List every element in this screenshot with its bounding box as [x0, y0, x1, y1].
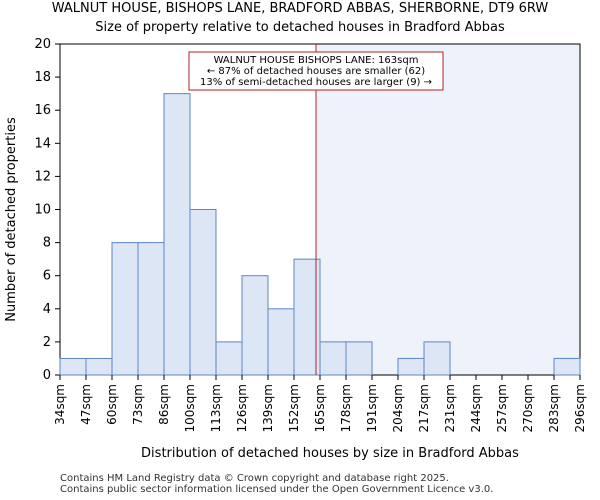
histogram-bar — [553, 357, 581, 376]
x-tick-label: 86sqm — [157, 384, 171, 425]
histogram-chart: 0 2 4 6 8 10 12 14 16 18 20 34sqm 47sqm 60sqm 73sqm 86s… — [4, 37, 587, 461]
x-tick-label: 191sqm — [365, 384, 379, 432]
histogram-bar — [163, 93, 191, 376]
x-tick-label: 283sqm — [547, 384, 561, 432]
annotation-box — [188, 51, 444, 91]
x-tick-label: 296sqm — [573, 384, 587, 432]
histogram-bar — [241, 275, 269, 376]
y-tick-label: 14 — [34, 136, 51, 151]
annotation-line: WALNUT HOUSE BISHOPS LANE: 163sqm — [214, 55, 419, 66]
histogram-bar — [267, 308, 295, 376]
footer-licence: Contains public sector information licen… — [60, 484, 494, 495]
x-axis-label: Distribution of detached houses by size … — [141, 446, 519, 461]
x-tick-label: 257sqm — [495, 384, 509, 432]
histogram-bar — [137, 242, 165, 376]
x-tick-label: 34sqm — [53, 384, 67, 425]
x-tick-label: 152sqm — [287, 384, 301, 432]
x-tick-label: 60sqm — [105, 384, 119, 425]
x-tick-label: 47sqm — [79, 384, 93, 425]
histogram-bar — [111, 242, 139, 376]
histogram-bar — [85, 357, 113, 376]
histogram-bar — [215, 341, 243, 376]
footer-copyright: Contains HM Land Registry data © Crown c… — [60, 473, 449, 484]
y-tick-label: 6 — [43, 269, 51, 284]
x-tick-label: 139sqm — [261, 384, 275, 432]
histogram-bar — [319, 341, 347, 376]
x-tick-label: 231sqm — [443, 384, 457, 432]
histogram-bar — [189, 209, 217, 376]
y-tick-label: 2 — [43, 335, 51, 350]
y-tick-label: 8 — [43, 236, 51, 251]
y-tick-label: 10 — [34, 203, 51, 218]
histogram-bar — [423, 341, 451, 376]
annotation-line: ← 87% of detached houses are smaller (62… — [207, 66, 425, 77]
y-tick-label: 20 — [34, 37, 51, 52]
chart-subtitle: Size of property relative to detached ho… — [95, 20, 505, 35]
chart-title: WALNUT HOUSE, BISHOPS LANE, BRADFORD ABB… — [51, 1, 549, 16]
x-tick-label: 217sqm — [417, 384, 431, 432]
x-tick-label: 165sqm — [313, 384, 327, 432]
y-tick-label: 12 — [34, 169, 51, 184]
x-tick-label: 73sqm — [131, 384, 145, 425]
annotation-line: 13% of semi-detached houses are larger (… — [200, 77, 432, 88]
histogram-bar — [397, 357, 425, 376]
y-axis-label: Number of detached properties — [4, 117, 19, 322]
x-tick-label: 244sqm — [469, 384, 483, 432]
y-tick-label: 16 — [34, 103, 51, 118]
histogram-bar — [345, 341, 373, 376]
y-tick-label: 18 — [34, 70, 51, 85]
shaded-larger-region — [316, 44, 580, 375]
x-tick-label: 100sqm — [183, 384, 197, 432]
x-tick-label: 113sqm — [209, 384, 223, 432]
x-tick-label: 270sqm — [521, 384, 535, 432]
y-tick-label: 0 — [43, 368, 51, 383]
y-tick-label: 4 — [43, 302, 51, 317]
x-tick-label: 204sqm — [391, 384, 405, 432]
x-tick-label: 178sqm — [339, 384, 353, 432]
histogram-bar — [59, 357, 87, 376]
x-tick-label: 126sqm — [235, 384, 249, 432]
